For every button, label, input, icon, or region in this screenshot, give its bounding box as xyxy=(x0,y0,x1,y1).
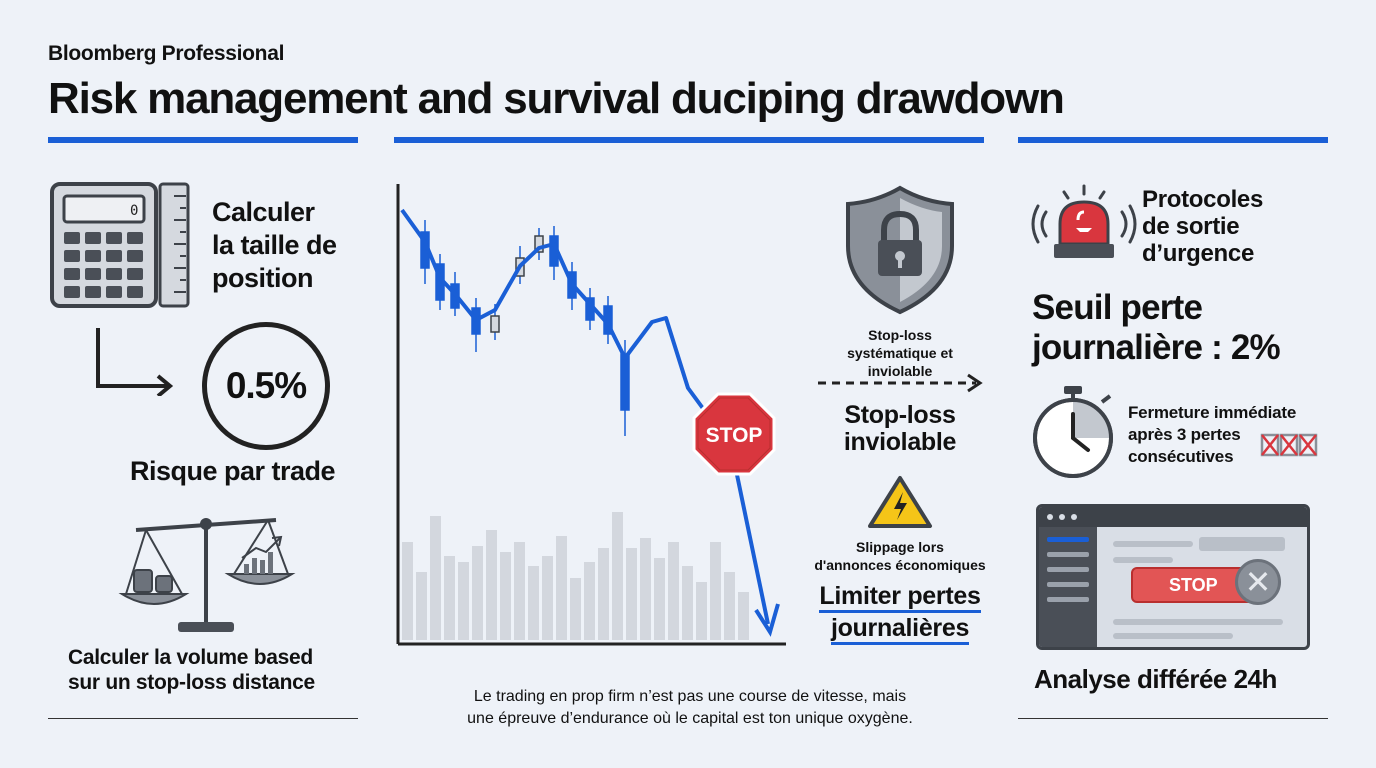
stop-loss-systematic-label: Stop-loss systématique et inviolable xyxy=(847,327,953,379)
candlesticks xyxy=(420,220,630,436)
arrow-right-icon xyxy=(96,328,174,396)
volume-calc-label: Calculer la volume based sur un stop-los… xyxy=(68,646,315,694)
shield-lock-icon xyxy=(846,185,954,315)
warning-icon xyxy=(868,476,932,528)
stop-sign-icon: STOP xyxy=(692,392,776,476)
risk-percent-badge: 0.5% xyxy=(202,322,330,450)
platform-sidebar xyxy=(1039,527,1097,647)
slippage-label: Slippage lors d'annonces économiques xyxy=(814,539,986,573)
page-title: Risk management and survival duciping dr… xyxy=(48,74,1065,123)
daily-loss-threshold: Seuil perte journalière : 2% xyxy=(1032,288,1281,367)
stop-sign-label: STOP xyxy=(706,424,763,447)
immediate-close-label: Fermeture immédiate après 3 pertes consé… xyxy=(1128,403,1297,466)
dashed-arrow-icon xyxy=(818,373,983,393)
footer-rule-center xyxy=(394,718,984,719)
delayed-analysis-label: Analyse différée 24h xyxy=(1034,664,1277,694)
volume-bars xyxy=(402,512,749,640)
quote-text: Le trading en prop firm n’est pas une co… xyxy=(467,688,913,727)
three-losses-icon xyxy=(1260,433,1318,457)
header-rule-center xyxy=(394,137,984,143)
risk-per-trade-label: Risque par trade xyxy=(130,456,336,486)
drawdown-chart: STOP xyxy=(396,184,786,646)
header-rule-left xyxy=(48,137,358,143)
footer-rule-left xyxy=(48,718,358,719)
balance-scale-icon xyxy=(118,518,296,632)
siren-icon xyxy=(1031,184,1137,258)
emergency-exit-title: Protocoles de sortie d’urgence xyxy=(1142,186,1264,267)
close-icon[interactable]: ✕ xyxy=(1235,559,1281,605)
brand-name: Bloomberg Professional xyxy=(48,42,285,65)
header-rule-right xyxy=(1018,137,1328,143)
ruler-icon xyxy=(158,182,190,308)
limit-daily-losses-label: Limiter pertes journalières xyxy=(800,580,1000,645)
trading-platform-window: STOP ✕ xyxy=(1036,504,1310,650)
window-titlebar xyxy=(1039,507,1307,527)
calculator-display: 0 xyxy=(130,203,138,219)
stopwatch-icon xyxy=(1033,386,1113,478)
calculator-icon: 0 xyxy=(50,182,190,308)
stop-loss-inviolable-label: Stop-loss inviolable xyxy=(843,401,957,456)
position-size-label: Calculer la taille de position xyxy=(212,197,337,293)
footer-rule-right xyxy=(1018,718,1328,719)
